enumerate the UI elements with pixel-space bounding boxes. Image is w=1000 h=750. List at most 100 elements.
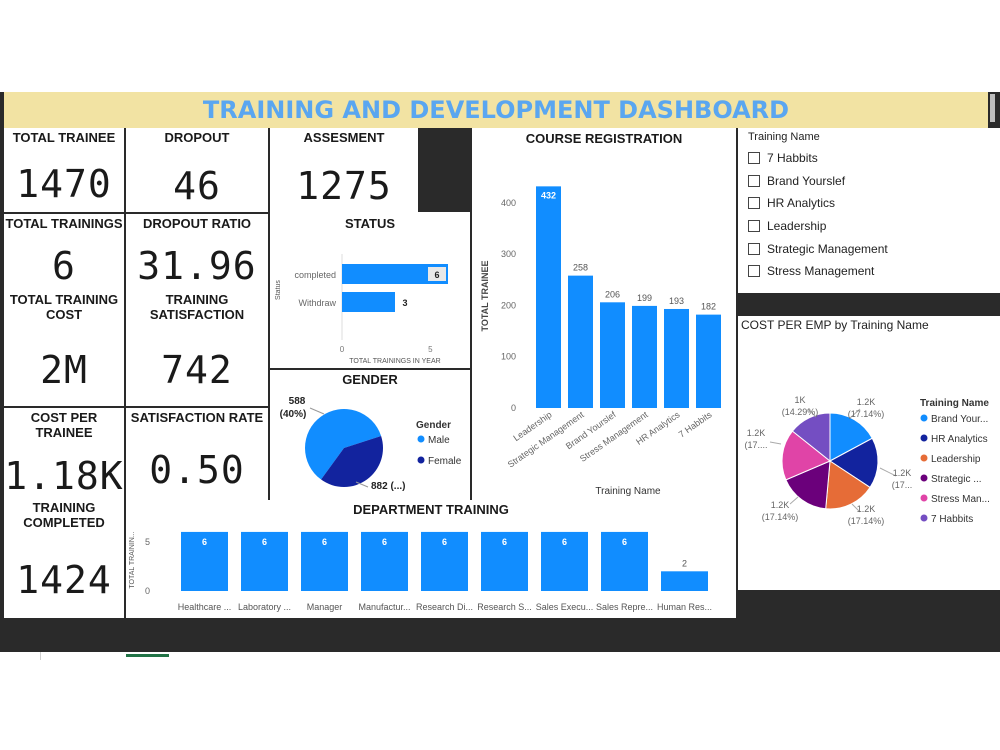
slicer-item[interactable]: Brand Yourslef	[748, 172, 845, 190]
pie-slice	[791, 412, 831, 463]
kpi-satisfaction-rate[interactable]: SATISFACTION RATE 0.50	[126, 408, 268, 500]
legend-label: 7 Habbits	[931, 514, 973, 525]
slicer-item-label: HR Analytics	[767, 196, 836, 210]
legend-marker	[417, 456, 425, 464]
data-label: (17.14%)	[762, 512, 799, 522]
category-label: Manufactur...	[358, 602, 410, 612]
data-label: 182	[701, 302, 716, 312]
department-bar	[181, 531, 228, 591]
tick-label: 100	[501, 352, 516, 362]
status-chart: completed 6 Withdraw 3 0 5 TOTAL TRAININGS IN …	[275, 254, 448, 365]
sheet-tab-indicator[interactable]	[126, 654, 169, 657]
chart-title: COURSE REGISTRATION	[525, 131, 683, 146]
department-training-card[interactable]: DEPARTMENT TRAINING 0 5 TOTAL TRAININ... 6 H…	[126, 500, 736, 618]
course-bar	[632, 305, 657, 408]
course-bar	[696, 314, 721, 408]
kpi-value: 46	[173, 164, 221, 208]
chart-title: STATUS	[344, 216, 396, 231]
checkbox[interactable]	[748, 175, 760, 187]
checkbox[interactable]	[748, 243, 760, 255]
kpi-value: 0.50	[149, 448, 245, 492]
checkbox[interactable]	[748, 265, 760, 277]
kpi-label: COMPLETED	[23, 515, 105, 530]
kpi-assesment[interactable]: ASSESMENT 1275	[270, 128, 418, 212]
kpi-label: TRAINING	[165, 292, 229, 307]
checkbox[interactable]	[748, 220, 760, 232]
kpi-label: DROPOUT RATIO	[142, 216, 252, 231]
department-bar	[241, 531, 288, 591]
data-label: (17....	[744, 440, 767, 450]
kpi-label: COST PER	[30, 410, 98, 425]
data-label: 6	[202, 537, 207, 547]
data-label: 588	[289, 396, 306, 407]
status-bar	[342, 264, 448, 284]
category-label: Manager	[307, 602, 343, 612]
slicer-item[interactable]: Leadership	[748, 217, 826, 235]
leader-line	[849, 408, 861, 419]
kpi-training-completed[interactable]: TRAINING COMPLETED 1424	[4, 500, 124, 618]
pie-slice	[829, 437, 879, 489]
kpi-value: 1275	[296, 164, 392, 208]
kpi-value: 2M	[40, 348, 88, 392]
pie-slice	[829, 412, 873, 462]
checkbox[interactable]	[748, 197, 760, 209]
data-label: 6	[382, 537, 387, 547]
pie-slice	[781, 430, 831, 481]
data-label: 1.2K	[857, 504, 876, 514]
kpi-label: TOTAL TRAININGS	[5, 216, 123, 231]
chart-title: GENDER	[342, 372, 398, 387]
kpi-label: TOTAL TRAINING	[9, 292, 119, 307]
data-label: 1.2K	[771, 500, 790, 510]
leader-line	[355, 481, 369, 488]
course-registration-card[interactable]: COURSE REGISTRATION 0 100 200 300 400 432 Lead…	[472, 128, 736, 500]
legend-label: Leadership	[931, 454, 981, 465]
category-label: Healthcare ...	[178, 602, 232, 612]
data-label: 1.2K	[893, 468, 912, 478]
slicer-item-label: Leadership	[767, 219, 827, 233]
status-chart-card[interactable]: STATUS completed 6 Withdraw 3 0 5 TOTAL TRAINI…	[270, 212, 470, 368]
course-bar	[568, 275, 593, 408]
tick-label: 400	[501, 198, 516, 208]
tick-label: 0	[511, 403, 516, 413]
slicer-item[interactable]: 7 Habbits	[748, 149, 818, 167]
category-label: Research Di...	[416, 602, 473, 612]
slicer-item[interactable]: Strategic Management	[748, 240, 888, 258]
legend-label: Stress Man...	[931, 494, 990, 505]
kpi-value: 1.18K	[4, 454, 124, 498]
scrollbar-thumb[interactable]	[990, 94, 995, 122]
slicer-item[interactable]: Stress Management	[748, 262, 874, 280]
data-label: 3	[402, 298, 407, 308]
gender-chart-card[interactable]: GENDER 588 (40%) 882 (...) Gender Male Female	[270, 370, 470, 500]
tick-label: 200	[501, 300, 516, 310]
department-bar	[361, 531, 408, 591]
kpi-total-trainee[interactable]: TOTAL TRAINEE 1470	[4, 128, 124, 212]
data-label: 882 (...)	[371, 481, 405, 492]
kpi-training-satisfaction[interactable]: TRAINING SATISFACTION 742	[126, 292, 268, 406]
data-label: 6	[502, 537, 507, 547]
legend-title: Training Name	[920, 398, 989, 409]
data-label: (40%)	[280, 409, 307, 420]
data-label: 258	[573, 263, 588, 273]
legend-label: Female	[428, 456, 462, 467]
slicer-item-label: Brand Yourslef	[767, 174, 846, 188]
kpi-label: TRAINING	[32, 500, 96, 515]
checkbox[interactable]	[748, 152, 760, 164]
kpi-value: 1424	[16, 558, 112, 602]
tick-label: 0	[145, 586, 150, 596]
kpi-label: SATISFACTION	[149, 307, 245, 322]
kpi-total-training-cost[interactable]: TOTAL TRAINING COST 2M	[4, 292, 124, 406]
legend-marker	[920, 414, 928, 422]
kpi-cost-per-trainee[interactable]: COST PER TRAINEE 1.18K	[4, 408, 124, 500]
kpi-dropout[interactable]: DROPOUT 46	[126, 128, 268, 212]
chart-title: COST PER EMP by Training Name	[741, 318, 929, 332]
kpi-dropout-ratio[interactable]: DROPOUT RATIO 31.96	[126, 214, 268, 292]
bottom-area	[0, 652, 1000, 750]
slicer-item[interactable]: HR Analytics	[748, 194, 835, 212]
category-label: completed	[294, 270, 336, 280]
cost-per-emp-card[interactable]: COST PER EMP by Training Name 1.2K (17.14…	[738, 316, 1000, 590]
kpi-total-trainings[interactable]: TOTAL TRAININGS 6	[4, 214, 124, 292]
training-name-slicer[interactable]	[738, 128, 1000, 293]
course-bar	[664, 308, 689, 408]
y-axis-title: Status	[275, 280, 282, 300]
data-label: 6	[442, 537, 447, 547]
